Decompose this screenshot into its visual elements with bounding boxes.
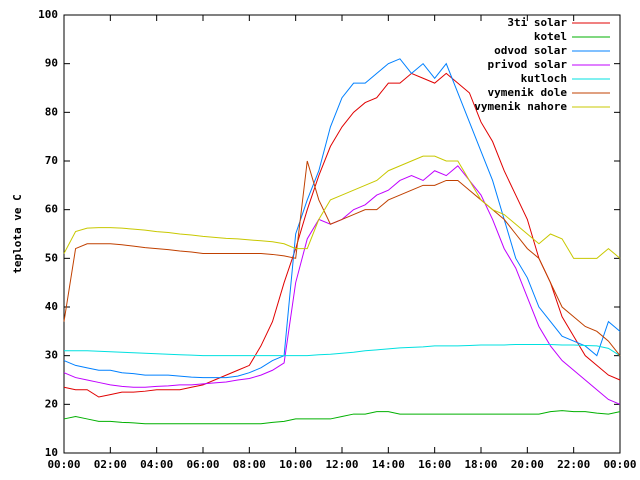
y-tick-label: 100: [38, 8, 58, 21]
y-tick-label: 40: [45, 300, 58, 313]
legend-label: 3ti solar: [507, 16, 567, 29]
y-tick-label: 20: [45, 397, 58, 410]
x-tick-label: 14:00: [372, 458, 405, 471]
x-tick-label: 16:00: [418, 458, 451, 471]
y-axis-label: teplota ve C: [11, 194, 24, 273]
x-tick-label: 00:00: [47, 458, 80, 471]
legend-label: kotel: [534, 30, 567, 43]
x-tick-label: 22:00: [557, 458, 590, 471]
y-tick-label: 50: [45, 251, 58, 264]
y-tick-label: 70: [45, 154, 58, 167]
x-tick-label: 08:00: [233, 458, 266, 471]
series-line: [64, 343, 621, 357]
legend-label: vymenik nahore: [474, 100, 567, 113]
x-tick-label: 02:00: [94, 458, 127, 471]
y-tick-label: 60: [45, 203, 58, 216]
y-tick-label: 90: [45, 57, 58, 70]
x-tick-label: 20:00: [511, 458, 544, 471]
legend-label: odvod solar: [494, 44, 567, 57]
y-tick-label: 10: [45, 446, 58, 459]
series-line: [63, 160, 621, 356]
legend-label: vymenik dole: [488, 86, 568, 99]
x-tick-label: 04:00: [140, 458, 173, 471]
x-tick-label: 18:00: [464, 458, 497, 471]
y-tick-label: 80: [45, 105, 58, 118]
series-line: [63, 155, 621, 259]
legend-label: kutloch: [521, 72, 567, 85]
series-line: [63, 410, 621, 425]
legend-label: privod solar: [488, 58, 568, 71]
series-line: [63, 58, 621, 379]
x-tick-label: 06:00: [186, 458, 219, 471]
y-tick-label: 30: [45, 349, 58, 362]
series-line: [63, 165, 621, 405]
series-line: [63, 72, 621, 398]
x-tick-label: 00:00: [603, 458, 636, 471]
x-tick-label: 12:00: [325, 458, 358, 471]
x-tick-label: 10:00: [279, 458, 312, 471]
